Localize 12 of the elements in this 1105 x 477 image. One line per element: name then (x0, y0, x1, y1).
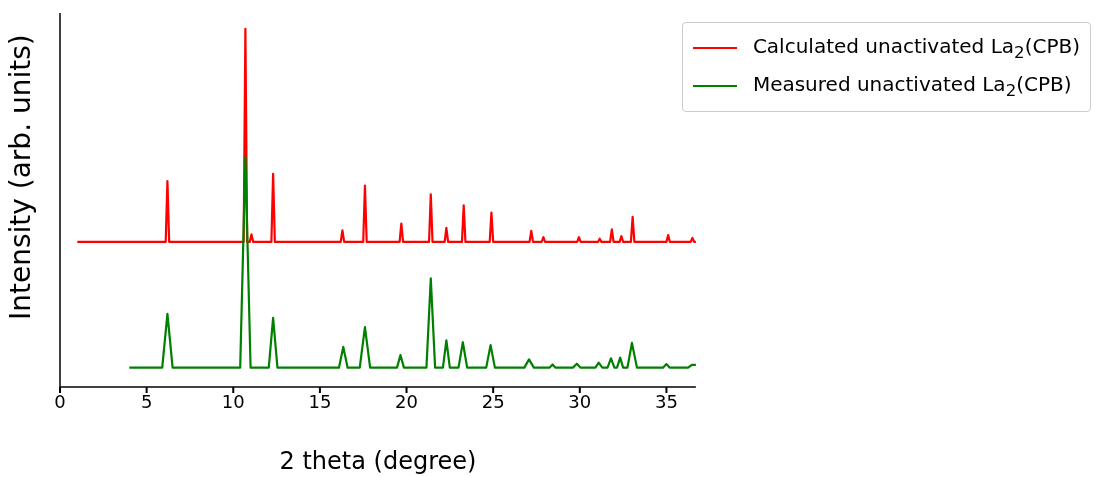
x-tick-label: 15 (308, 390, 332, 412)
x-tick-label: 10 (221, 390, 245, 412)
x-tick-label: 35 (654, 390, 678, 412)
x-tick-label: 5 (140, 390, 153, 412)
x-tick-label: 25 (481, 390, 505, 412)
legend-label: Calculated unactivated La$_{2}$(CPB) (752, 34, 1080, 62)
x-tick-label: 30 (568, 390, 592, 412)
y-axis-title: Intensity (arb. units) (3, 34, 37, 320)
x-tick-label: 20 (395, 390, 418, 412)
x-tick-label: 0 (54, 390, 66, 412)
legend-label: Measured unactivated La$_{2}$(CPB) (752, 72, 1072, 100)
x-axis-title: 2 theta (degree) (279, 447, 477, 475)
